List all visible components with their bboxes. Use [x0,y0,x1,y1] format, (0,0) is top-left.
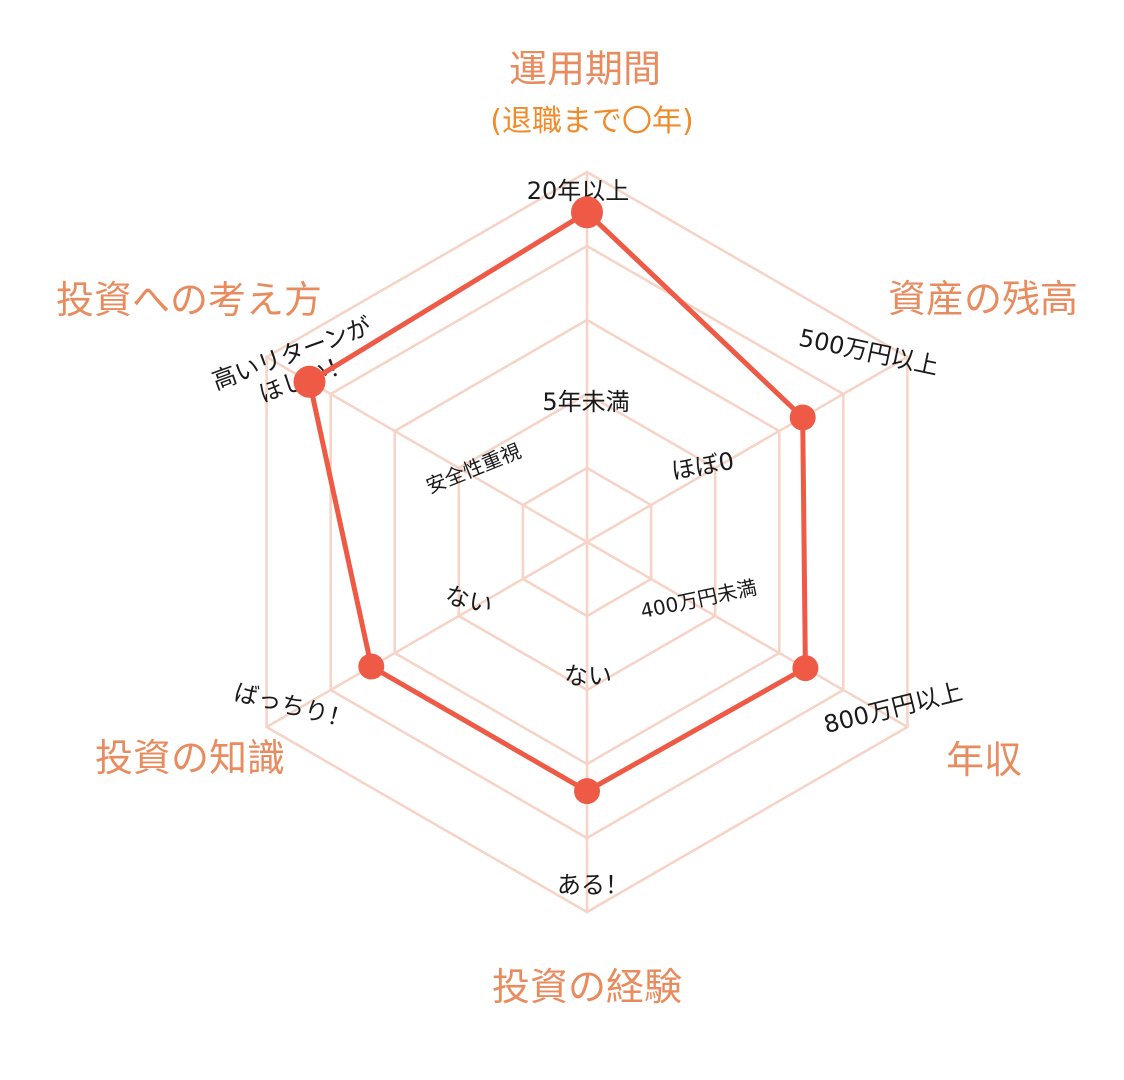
data-point-5 [293,365,326,398]
series-line [307,209,808,794]
radar-spokes [265,172,909,912]
axis-title-experience: 投資の経験 [492,965,682,1009]
data-point-0 [571,196,603,229]
period-min-label: 5年未満 [542,388,629,416]
spoke-1 [586,355,909,544]
attitude-max-label: 高いリターンが ほしい！ [209,309,392,421]
data-point-1 [789,404,816,431]
series-points [293,196,819,805]
assets-max-label: 500万円以上 [796,324,941,381]
axis-title-assets: 資産の残高 [888,277,1078,321]
data-point-4 [358,653,385,680]
axis-title-period: 運用期間 [509,47,661,91]
axis-subtitle-period: (退職まで〇年) [490,104,693,139]
spoke-2 [586,540,909,729]
data-point-2 [792,655,819,682]
experience-max-label: ある！ [557,871,629,899]
assets-min-label: ほぼ0 [669,447,736,486]
attitude-min-label: 安全性重視 [423,439,525,499]
axis-title-income: 年収 [946,738,1022,782]
data-point-3 [574,778,600,805]
experience-min-label: ない [564,662,612,690]
axis-title-knowledge: 投資の知識 [95,736,285,780]
axis-title-attitude: 投資への考え方 [56,278,322,322]
spoke-4 [265,540,588,729]
knowledge-min-label: ない [442,581,495,620]
